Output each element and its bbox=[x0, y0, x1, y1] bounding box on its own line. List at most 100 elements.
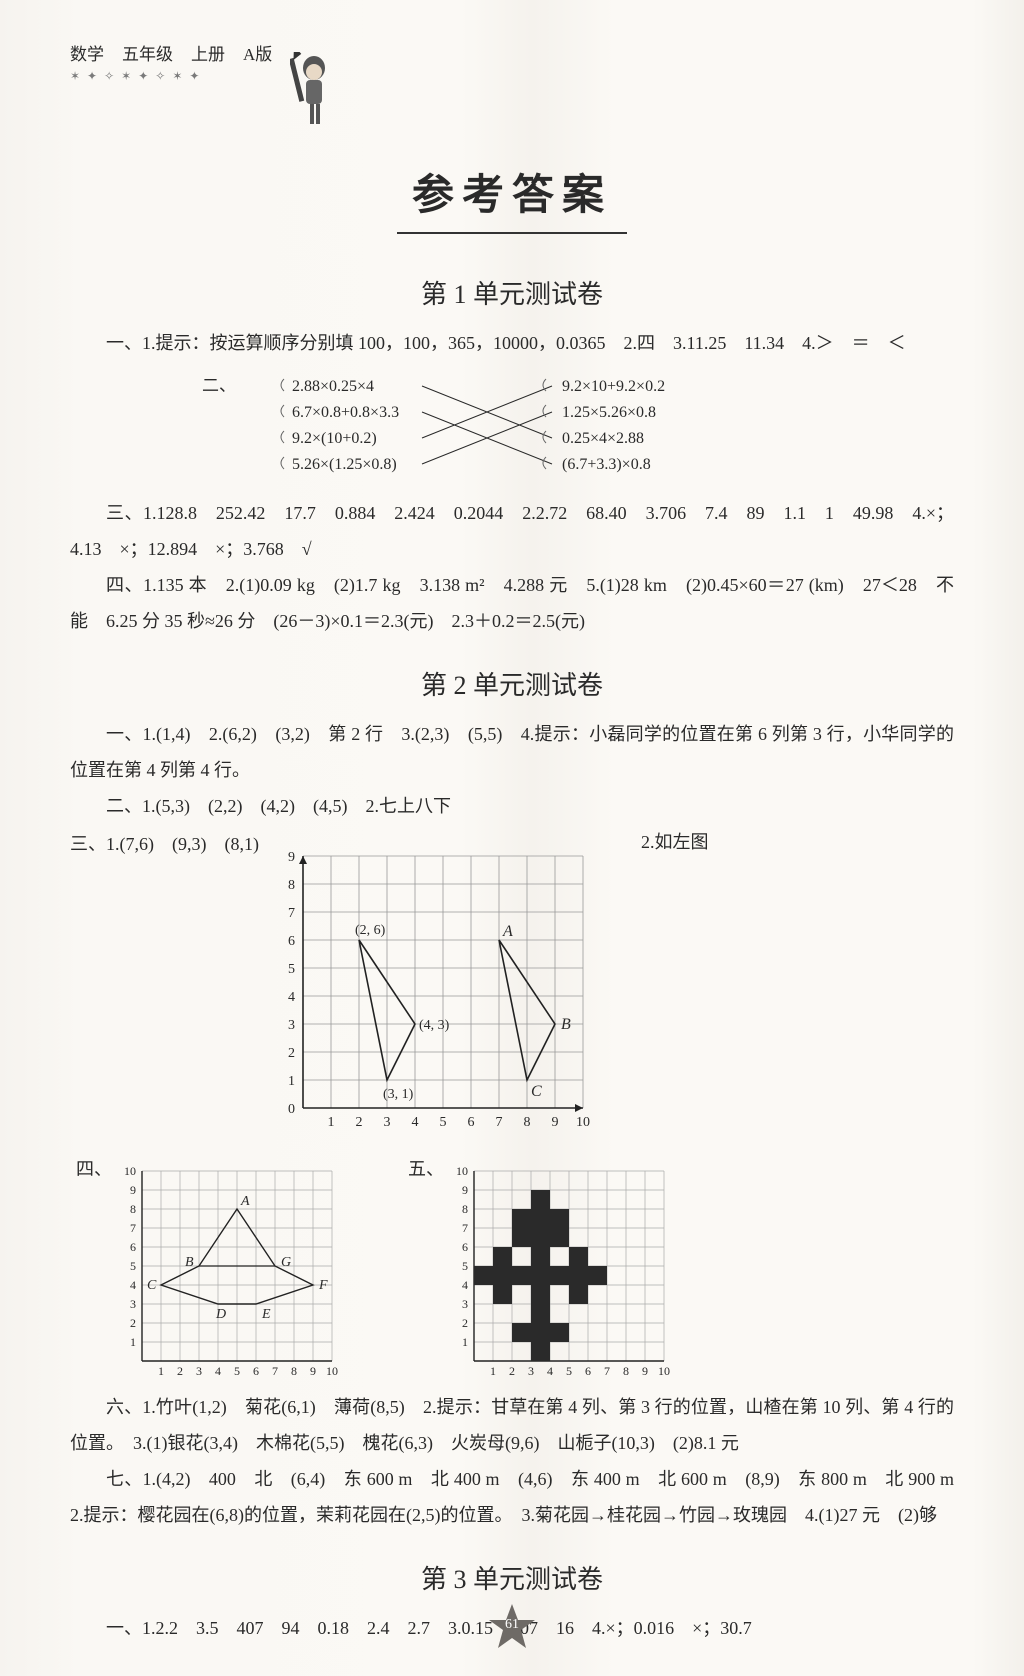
svg-text:7: 7 bbox=[462, 1221, 468, 1235]
svg-text:9: 9 bbox=[288, 850, 295, 865]
svg-text:10: 10 bbox=[658, 1364, 670, 1378]
main-title: 参考答案 bbox=[70, 161, 954, 222]
wu-grid: 1234567891012345678910 bbox=[450, 1151, 680, 1381]
page-number-badge: 61 bbox=[486, 1602, 538, 1652]
u2-san-label: 三、1.(7,6) (9,3) (8,1) bbox=[70, 828, 259, 856]
svg-text:9: 9 bbox=[310, 1364, 316, 1378]
svg-text:1: 1 bbox=[462, 1335, 468, 1349]
svg-text:9: 9 bbox=[130, 1183, 136, 1197]
wu-label: 五、 bbox=[408, 1151, 444, 1181]
svg-text:C: C bbox=[147, 1278, 157, 1293]
svg-text:1: 1 bbox=[327, 1115, 334, 1130]
svg-text:(2, 6): (2, 6) bbox=[355, 923, 386, 938]
unit1-title: 第 1 单元测试卷 bbox=[70, 274, 954, 311]
svg-text:5: 5 bbox=[566, 1364, 572, 1378]
svg-text:2: 2 bbox=[462, 1316, 468, 1330]
svg-text:4: 4 bbox=[215, 1364, 221, 1378]
svg-text:5: 5 bbox=[234, 1364, 240, 1378]
u1-san: 三、1.128.8 252.42 17.7 0.884 2.424 0.2044… bbox=[70, 495, 954, 567]
svg-text:7: 7 bbox=[288, 906, 295, 921]
svg-text:5: 5 bbox=[462, 1259, 468, 1273]
svg-text:8: 8 bbox=[291, 1364, 297, 1378]
svg-text:5: 5 bbox=[288, 962, 295, 977]
si-grid: 1234567891012345678910ABCDEFG bbox=[118, 1151, 348, 1381]
svg-text:7: 7 bbox=[604, 1364, 610, 1378]
svg-text:9: 9 bbox=[551, 1115, 558, 1130]
header: 数学 五年级 上册 A版 bbox=[70, 40, 954, 65]
svg-text:6: 6 bbox=[585, 1364, 591, 1378]
svg-text:1: 1 bbox=[130, 1335, 136, 1349]
svg-text:(3, 1): (3, 1) bbox=[383, 1087, 414, 1102]
version: A版 bbox=[243, 40, 272, 65]
svg-text:8: 8 bbox=[288, 878, 295, 893]
volume: 上册 bbox=[191, 40, 225, 65]
svg-text:10: 10 bbox=[326, 1364, 338, 1378]
svg-text:1: 1 bbox=[288, 1074, 295, 1089]
big-grid: 123456789100123456789(2, 6)(4, 3)(3, 1)A… bbox=[275, 828, 605, 1143]
svg-text:3: 3 bbox=[130, 1297, 136, 1311]
u2-er: 二、1.(5,3) (2,2) (4,2) (4,5) 2.七上八下 bbox=[70, 788, 954, 824]
title-underline bbox=[397, 232, 627, 234]
svg-text:3: 3 bbox=[196, 1364, 202, 1378]
svg-text:C: C bbox=[531, 1083, 542, 1100]
svg-text:1.25×5.26×0.8: 1.25×5.26×0.8 bbox=[562, 404, 656, 421]
svg-text:8: 8 bbox=[462, 1202, 468, 1216]
svg-text:(6.7+3.3)×0.8: (6.7+3.3)×0.8 bbox=[562, 456, 651, 473]
svg-text:4: 4 bbox=[462, 1278, 468, 1292]
svg-text:8: 8 bbox=[130, 1202, 136, 1216]
svg-text:6: 6 bbox=[130, 1240, 136, 1254]
svg-text:6: 6 bbox=[467, 1115, 474, 1130]
unit2-title: 第 2 单元测试卷 bbox=[70, 665, 954, 702]
svg-text:2: 2 bbox=[130, 1316, 136, 1330]
svg-text:1: 1 bbox=[490, 1364, 496, 1378]
svg-text:10: 10 bbox=[456, 1164, 468, 1178]
svg-text:8: 8 bbox=[623, 1364, 629, 1378]
svg-text:6: 6 bbox=[288, 934, 295, 949]
si-label: 四、 bbox=[76, 1151, 112, 1181]
grade: 五年级 bbox=[122, 40, 173, 65]
svg-text:B: B bbox=[185, 1255, 194, 1270]
svg-text:1: 1 bbox=[158, 1364, 164, 1378]
u2-san-row: 三、1.(7,6) (9,3) (8,1) 123456789100123456… bbox=[70, 828, 954, 1143]
svg-text:6: 6 bbox=[253, 1364, 259, 1378]
u1-matching-diagram: 二、2.88×0.25×46.7×0.8+0.8×3.39.2×(10+0.2)… bbox=[70, 371, 954, 489]
svg-text:8: 8 bbox=[523, 1115, 530, 1130]
cartoon-icon bbox=[290, 52, 336, 132]
svg-text:2: 2 bbox=[177, 1364, 183, 1378]
svg-text:9.2×(10+0.2): 9.2×(10+0.2) bbox=[292, 430, 377, 447]
u2-liu: 六、1.竹叶(1,2) 菊花(6,1) 薄荷(8,5) 2.提示：甘草在第 4 … bbox=[70, 1389, 954, 1461]
svg-text:7: 7 bbox=[130, 1221, 136, 1235]
svg-text:D: D bbox=[215, 1307, 226, 1322]
svg-text:10: 10 bbox=[124, 1164, 136, 1178]
grid-caption: 2.如左图 bbox=[641, 828, 709, 854]
unit1-body2: 三、1.128.8 252.42 17.7 0.884 2.424 0.2044… bbox=[70, 495, 954, 639]
u2-qi: 七、1.(4,2) 400 北 (6,4) 东 600 m 北 400 m (4… bbox=[70, 1461, 954, 1533]
unit2-body: 一、1.(1,4) 2.(6,2) (3,2) 第 2 行 3.(2,3) (5… bbox=[70, 716, 954, 824]
svg-text:A: A bbox=[502, 923, 513, 940]
svg-text:0: 0 bbox=[288, 1102, 295, 1117]
svg-text:E: E bbox=[261, 1307, 271, 1322]
two-small-grids: 四、 1234567891012345678910ABCDEFG 五、 1234… bbox=[70, 1151, 954, 1381]
svg-text:二、: 二、 bbox=[202, 376, 236, 395]
unit3-title: 第 3 单元测试卷 bbox=[70, 1559, 954, 1596]
svg-text:5: 5 bbox=[439, 1115, 446, 1130]
svg-text:9: 9 bbox=[462, 1183, 468, 1197]
svg-text:A: A bbox=[240, 1194, 250, 1209]
svg-text:9: 9 bbox=[642, 1364, 648, 1378]
svg-text:B: B bbox=[561, 1016, 571, 1033]
svg-text:3: 3 bbox=[528, 1364, 534, 1378]
svg-text:0.25×4×2.88: 0.25×4×2.88 bbox=[562, 430, 644, 447]
unit1-body: 一、1.提示：按运算顺序分别填 100，100，365，10000，0.0365… bbox=[70, 325, 954, 361]
svg-text:4: 4 bbox=[411, 1115, 418, 1130]
svg-text:4: 4 bbox=[288, 990, 295, 1005]
page: 数学 五年级 上册 A版 参考答案 第 1 单元测试卷 一、1.提示：按运算顺序… bbox=[0, 0, 1024, 1676]
svg-text:3: 3 bbox=[288, 1018, 295, 1033]
svg-text:10: 10 bbox=[576, 1115, 590, 1130]
u1-yi: 一、1.提示：按运算顺序分别填 100，100，365，10000，0.0365… bbox=[70, 325, 954, 361]
svg-text:2: 2 bbox=[509, 1364, 515, 1378]
u2-yi: 一、1.(1,4) 2.(6,2) (3,2) 第 2 行 3.(2,3) (5… bbox=[70, 716, 954, 788]
sparkle-decor bbox=[70, 67, 250, 89]
unit2-body2: 六、1.竹叶(1,2) 菊花(6,1) 薄荷(8,5) 2.提示：甘草在第 4 … bbox=[70, 1389, 954, 1533]
svg-text:9.2×10+9.2×0.2: 9.2×10+9.2×0.2 bbox=[562, 378, 665, 395]
svg-text:6: 6 bbox=[462, 1240, 468, 1254]
